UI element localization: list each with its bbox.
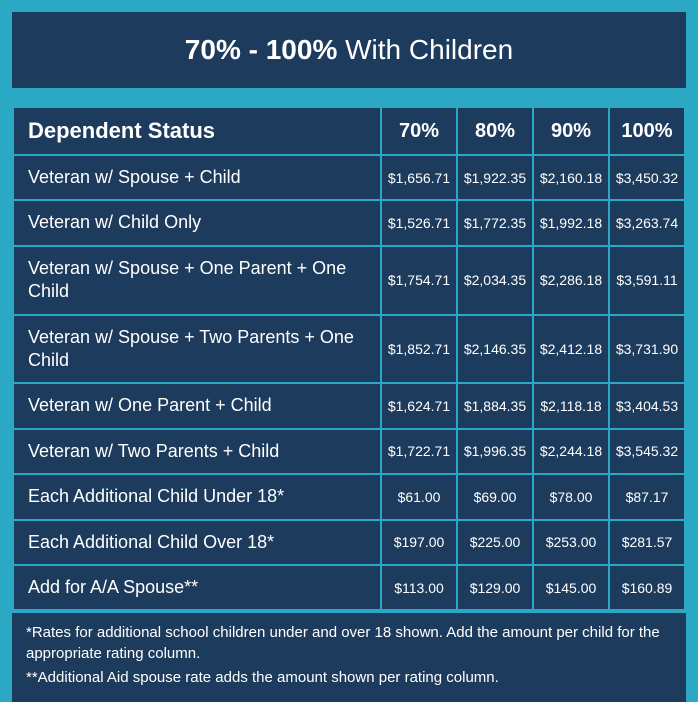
value-cell: $160.89 bbox=[610, 566, 684, 609]
value-cell: $69.00 bbox=[458, 475, 532, 518]
table-body: Veteran w/ Spouse + Child$1,656.71$1,922… bbox=[14, 156, 684, 609]
value-cell: $61.00 bbox=[382, 475, 456, 518]
header-col-3: 100% bbox=[610, 108, 684, 154]
footnote-1: *Rates for additional school children un… bbox=[26, 623, 672, 664]
footnotes: *Rates for additional school children un… bbox=[12, 613, 686, 702]
table-row: Veteran w/ Spouse + Two Parents + One Ch… bbox=[14, 316, 684, 383]
header-col-0: 70% bbox=[382, 108, 456, 154]
header-col-1: 80% bbox=[458, 108, 532, 154]
value-cell: $1,624.71 bbox=[382, 384, 456, 427]
table-row: Veteran w/ Spouse + Child$1,656.71$1,922… bbox=[14, 156, 684, 199]
status-cell: Veteran w/ Spouse + Child bbox=[14, 156, 380, 199]
value-cell: $1,772.35 bbox=[458, 201, 532, 244]
status-cell: Veteran w/ Spouse + One Parent + One Chi… bbox=[14, 247, 380, 314]
status-cell: Veteran w/ Child Only bbox=[14, 201, 380, 244]
value-cell: $2,286.18 bbox=[534, 247, 608, 314]
value-cell: $253.00 bbox=[534, 521, 608, 564]
table-row: Add for A/A Spouse**$113.00$129.00$145.0… bbox=[14, 566, 684, 609]
footnote-2: **Additional Aid spouse rate adds the am… bbox=[26, 668, 672, 688]
value-cell: $2,034.35 bbox=[458, 247, 532, 314]
status-cell: Add for A/A Spouse** bbox=[14, 566, 380, 609]
rates-table: Dependent Status 70% 80% 90% 100% Vetera… bbox=[12, 106, 686, 611]
status-cell: Veteran w/ One Parent + Child bbox=[14, 384, 380, 427]
value-cell: $3,545.32 bbox=[610, 430, 684, 473]
table-row: Veteran w/ One Parent + Child$1,624.71$1… bbox=[14, 384, 684, 427]
title-light: With Children bbox=[345, 34, 513, 65]
table-row: Veteran w/ Child Only$1,526.71$1,772.35$… bbox=[14, 201, 684, 244]
value-cell: $145.00 bbox=[534, 566, 608, 609]
header-status: Dependent Status bbox=[14, 108, 380, 154]
value-cell: $3,731.90 bbox=[610, 316, 684, 383]
value-cell: $129.00 bbox=[458, 566, 532, 609]
value-cell: $1,992.18 bbox=[534, 201, 608, 244]
value-cell: $3,404.53 bbox=[610, 384, 684, 427]
table-row: Each Additional Child Over 18*$197.00$22… bbox=[14, 521, 684, 564]
title-bar: 70% - 100% With Children bbox=[12, 12, 686, 88]
title-bold: 70% - 100% bbox=[185, 34, 338, 65]
value-cell: $1,852.71 bbox=[382, 316, 456, 383]
value-cell: $197.00 bbox=[382, 521, 456, 564]
value-cell: $78.00 bbox=[534, 475, 608, 518]
value-cell: $1,884.35 bbox=[458, 384, 532, 427]
status-cell: Veteran w/ Spouse + Two Parents + One Ch… bbox=[14, 316, 380, 383]
value-cell: $2,160.18 bbox=[534, 156, 608, 199]
value-cell: $113.00 bbox=[382, 566, 456, 609]
value-cell: $2,146.35 bbox=[458, 316, 532, 383]
value-cell: $281.57 bbox=[610, 521, 684, 564]
value-cell: $1,996.35 bbox=[458, 430, 532, 473]
value-cell: $2,244.18 bbox=[534, 430, 608, 473]
header-col-2: 90% bbox=[534, 108, 608, 154]
value-cell: $2,412.18 bbox=[534, 316, 608, 383]
value-cell: $3,591.11 bbox=[610, 247, 684, 314]
value-cell: $3,450.32 bbox=[610, 156, 684, 199]
status-cell: Veteran w/ Two Parents + Child bbox=[14, 430, 380, 473]
value-cell: $1,754.71 bbox=[382, 247, 456, 314]
table-row: Each Additional Child Under 18*$61.00$69… bbox=[14, 475, 684, 518]
value-cell: $1,922.35 bbox=[458, 156, 532, 199]
value-cell: $1,526.71 bbox=[382, 201, 456, 244]
table-row: Veteran w/ Spouse + One Parent + One Chi… bbox=[14, 247, 684, 314]
status-cell: Each Additional Child Under 18* bbox=[14, 475, 380, 518]
status-cell: Each Additional Child Over 18* bbox=[14, 521, 380, 564]
value-cell: $2,118.18 bbox=[534, 384, 608, 427]
value-cell: $3,263.74 bbox=[610, 201, 684, 244]
table-row: Veteran w/ Two Parents + Child$1,722.71$… bbox=[14, 430, 684, 473]
value-cell: $225.00 bbox=[458, 521, 532, 564]
value-cell: $1,656.71 bbox=[382, 156, 456, 199]
value-cell: $1,722.71 bbox=[382, 430, 456, 473]
value-cell: $87.17 bbox=[610, 475, 684, 518]
